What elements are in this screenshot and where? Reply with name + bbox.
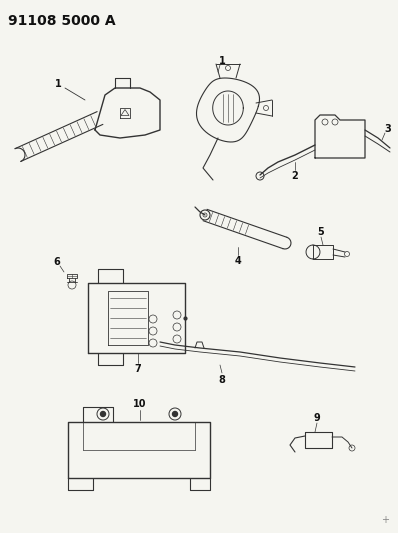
Text: 4: 4 (235, 256, 241, 266)
Text: 6: 6 (54, 257, 60, 267)
Text: 9: 9 (314, 413, 320, 423)
Text: 5: 5 (318, 227, 324, 237)
Text: 3: 3 (384, 124, 391, 134)
Text: 7: 7 (135, 364, 141, 374)
Text: 8: 8 (219, 375, 225, 385)
Text: 91108 5000 A: 91108 5000 A (8, 14, 116, 28)
Circle shape (101, 411, 105, 416)
Text: 1: 1 (219, 56, 225, 66)
Text: 2: 2 (292, 171, 298, 181)
Circle shape (172, 411, 178, 416)
Text: +: + (381, 515, 389, 525)
Text: 10: 10 (133, 399, 147, 409)
Text: 1: 1 (55, 79, 61, 89)
